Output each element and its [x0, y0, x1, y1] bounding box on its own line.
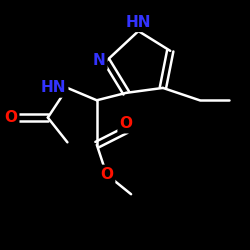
- Text: O: O: [100, 167, 113, 182]
- Text: O: O: [4, 110, 17, 125]
- Text: N: N: [92, 53, 105, 68]
- Text: O: O: [120, 116, 133, 131]
- Text: HN: HN: [41, 80, 66, 96]
- Text: HN: HN: [126, 15, 151, 30]
